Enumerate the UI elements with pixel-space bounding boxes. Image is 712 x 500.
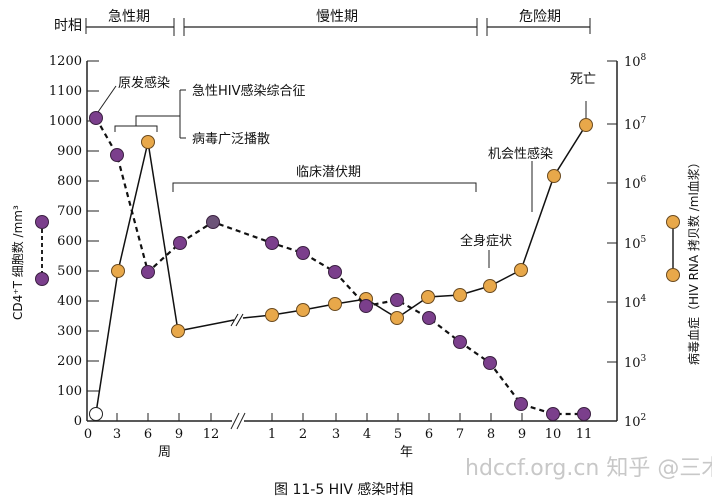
phase-chronic: 慢性期: [316, 8, 358, 25]
svg-text:900: 900: [57, 144, 82, 159]
svg-text:2: 2: [299, 427, 307, 442]
svg-text:108: 108: [624, 53, 647, 70]
svg-text:10: 10: [545, 427, 562, 442]
ann-primary: 原发感染: [118, 75, 170, 91]
svg-text:500: 500: [57, 264, 82, 279]
svg-text:100: 100: [57, 384, 82, 399]
ann-death: 死亡: [570, 72, 596, 87]
svg-text:3: 3: [113, 427, 121, 442]
svg-text:9: 9: [518, 427, 526, 442]
ann-systemic: 全身症状: [460, 233, 512, 249]
svg-text:6: 6: [144, 427, 152, 442]
svg-text:3: 3: [332, 427, 340, 442]
svg-text:102: 102: [624, 413, 646, 430]
svg-text:103: 103: [624, 354, 647, 371]
svg-text:700: 700: [57, 204, 82, 219]
svg-text:11: 11: [576, 427, 593, 442]
right-axis-label: 病毒血症（HIV RNA 拷贝数 /ml血浆）: [686, 156, 701, 365]
svg-text:5: 5: [394, 427, 402, 442]
annotation-labels: 原发感染 急性HIV感染综合征 病毒广泛播散 临床潜伏期 全身症状 机会性感染 …: [118, 72, 596, 249]
series-cd4: [89, 111, 591, 421]
svg-text:600: 600: [57, 234, 82, 249]
phase-danger: 危险期: [519, 9, 561, 25]
svg-text:7: 7: [456, 427, 464, 442]
svg-text:0: 0: [74, 414, 82, 429]
svg-text:8: 8: [487, 427, 495, 442]
x-unit-years: 年: [400, 445, 413, 460]
svg-text:9: 9: [175, 427, 183, 442]
ann-dissemination: 病毒广泛播散: [192, 132, 270, 147]
svg-text:200: 200: [57, 354, 82, 369]
svg-text:1100: 1100: [49, 84, 82, 99]
chart-caption: 图 11-5 HIV 感染时相: [274, 481, 413, 498]
right-axis: 108 107 106 105 104 103 102 病毒血症（HIV RNA…: [607, 53, 701, 430]
svg-text:12: 12: [203, 427, 220, 442]
svg-text:800: 800: [57, 174, 82, 189]
left-axis-label: CD4⁺T 细胞数 /mm³: [10, 205, 25, 320]
ann-opportunistic: 机会性感染: [488, 146, 553, 162]
ann-latency: 临床潜伏期: [296, 165, 361, 180]
annotations: [97, 85, 587, 268]
x-unit-weeks: 周: [158, 445, 171, 460]
svg-text:1200: 1200: [49, 54, 82, 69]
phase-acute: 急性期: [108, 9, 150, 25]
svg-text:105: 105: [624, 235, 647, 252]
svg-text:400: 400: [57, 294, 82, 309]
svg-text:104: 104: [624, 294, 647, 311]
svg-text:300: 300: [57, 324, 82, 339]
svg-text:4: 4: [363, 427, 371, 442]
phase-label: 时相: [54, 18, 82, 34]
svg-text:0: 0: [84, 427, 92, 442]
svg-text:1: 1: [268, 427, 276, 442]
series-viremia: [89, 118, 593, 421]
watermark: hdccf.org.cn 知乎 @三木医生: [465, 456, 712, 481]
svg-text:107: 107: [624, 116, 647, 133]
svg-text:106: 106: [624, 175, 647, 192]
ann-acute-syndrome: 急性HIV感染综合征: [192, 83, 306, 99]
svg-text:6: 6: [425, 427, 433, 442]
phase-bar: 时相 急性期 慢性期 危险期: [54, 8, 591, 36]
svg-text:1000: 1000: [49, 114, 82, 129]
left-axis: 0 100 200 300 400 500 600 700 800 900 10…: [10, 54, 99, 429]
